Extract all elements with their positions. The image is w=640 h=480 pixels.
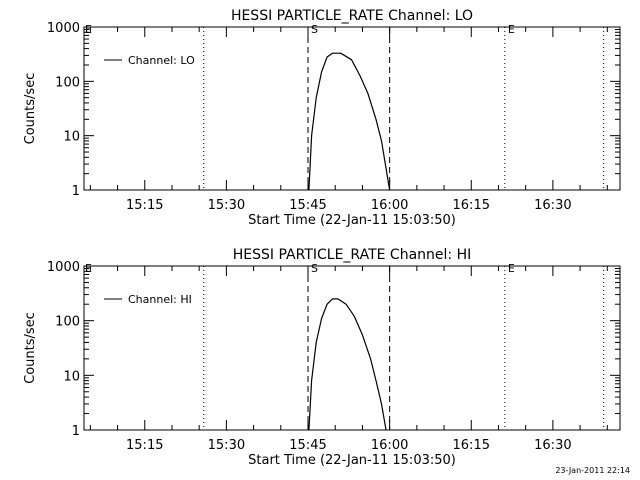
x-tick-label: 15:30 bbox=[208, 438, 245, 453]
x-tick-label: 15:15 bbox=[126, 198, 163, 213]
y-tick-label: 1 bbox=[72, 184, 80, 199]
chart-title: HESSI PARTICLE_RATE Channel: HI bbox=[233, 247, 471, 263]
plot-frame bbox=[83, 265, 621, 431]
x-tick-label: 16:30 bbox=[534, 198, 571, 213]
chart-title: HESSI PARTICLE_RATE Channel: LO bbox=[231, 8, 473, 24]
x-tick-label: 16:30 bbox=[534, 438, 571, 453]
x-tick-label: 16:15 bbox=[453, 438, 490, 453]
footer-timestamp: 23-Jan-2011 22:14 bbox=[555, 466, 630, 475]
y-tick-label: 1000 bbox=[47, 21, 80, 36]
series-line bbox=[308, 298, 387, 431]
x-tick-label: 16:15 bbox=[453, 198, 490, 213]
y-axis-label: Counts/sec bbox=[23, 73, 38, 145]
x-axis-label: Start Time (22-Jan-11 15:03:50) bbox=[248, 213, 456, 228]
y-tick-label: 100 bbox=[55, 75, 80, 90]
x-tick-label: 15:45 bbox=[289, 198, 326, 213]
y-tick-label: 10 bbox=[63, 130, 80, 145]
x-tick-label: 15:30 bbox=[208, 198, 245, 213]
y-tick-label: 1000 bbox=[47, 260, 80, 275]
y-tick-label: 10 bbox=[63, 369, 80, 384]
series-line bbox=[308, 52, 391, 191]
marker-label: E bbox=[508, 262, 515, 275]
x-tick-label: 15:15 bbox=[126, 438, 163, 453]
legend-label: Channel: HI bbox=[128, 293, 192, 306]
corner-marker-label: E bbox=[85, 23, 92, 36]
marker-label: S bbox=[311, 262, 318, 275]
plot-frame bbox=[83, 26, 621, 191]
corner-marker-label: E bbox=[85, 262, 92, 275]
y-tick-label: 1 bbox=[72, 424, 80, 439]
y-axis-label: Counts/sec bbox=[23, 312, 38, 384]
marker-label: S bbox=[311, 23, 318, 36]
x-tick-label: 16:00 bbox=[371, 438, 408, 453]
legend-label: Channel: LO bbox=[128, 54, 195, 67]
y-tick-label: 100 bbox=[55, 315, 80, 330]
x-tick-label: 16:00 bbox=[371, 198, 408, 213]
x-axis-label: Start Time (22-Jan-11 15:03:50) bbox=[248, 453, 456, 468]
x-tick-label: 15:45 bbox=[289, 438, 326, 453]
marker-label: E bbox=[508, 23, 515, 36]
